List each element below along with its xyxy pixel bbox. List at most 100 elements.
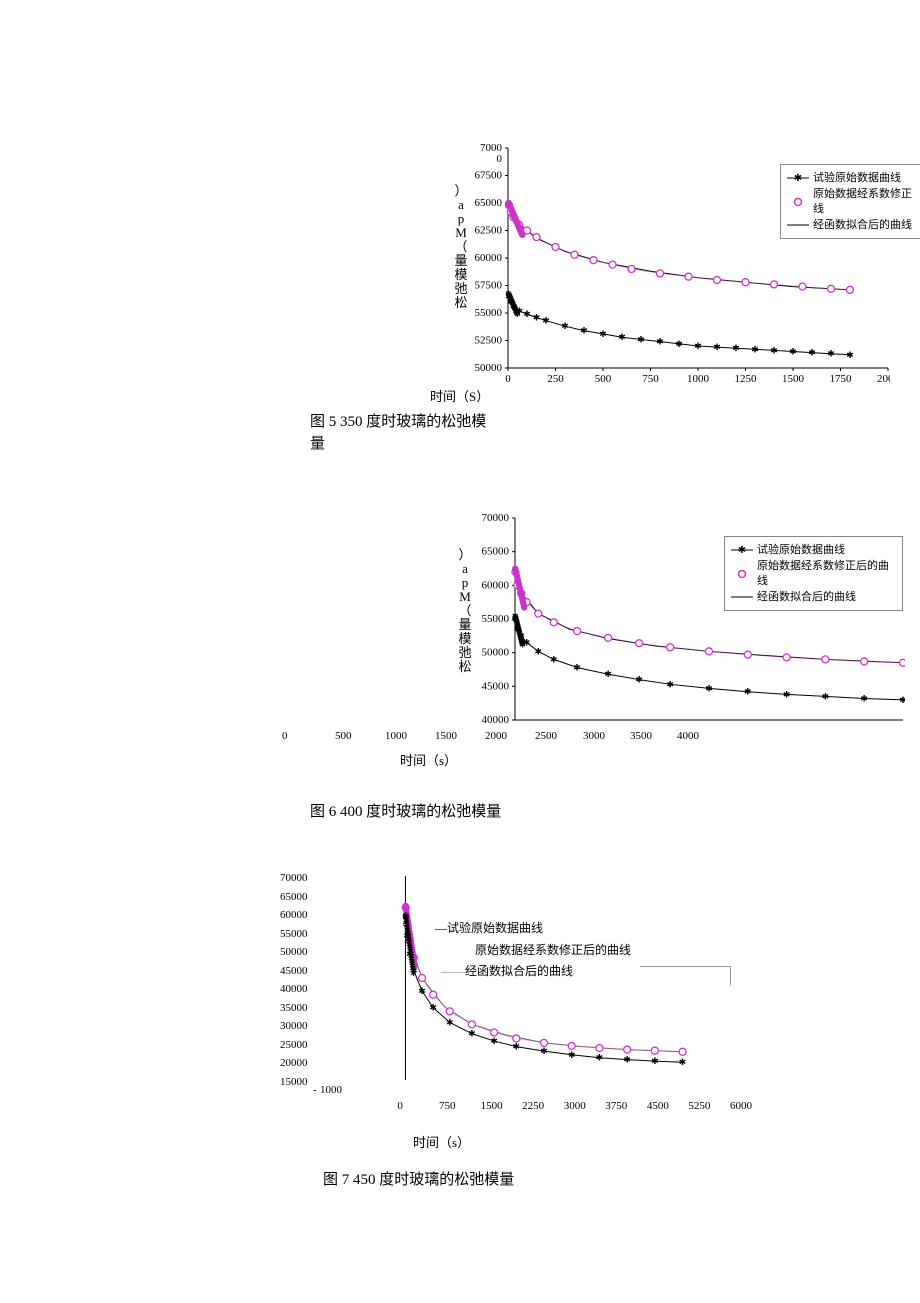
tick-label: 1000: [320, 1084, 342, 1096]
svg-text:✱: ✱: [846, 350, 854, 360]
chart1-caption-l1: 图 5 350 度时玻璃的松弛模: [310, 410, 486, 431]
legend-row: 经函数拟合后的曲线: [731, 590, 896, 604]
tick-label: 3750: [605, 1100, 627, 1112]
svg-text:✱: ✱: [751, 344, 759, 354]
svg-text:0: 0: [505, 373, 511, 385]
svg-text:✱: ✱: [651, 1056, 659, 1066]
tick-label: 750: [439, 1100, 456, 1112]
legend-row: 原始数据经系数修正线: [787, 187, 920, 216]
tick-label: 50000: [280, 946, 308, 958]
svg-text:✱: ✱: [666, 679, 674, 689]
svg-text:60000: 60000: [482, 579, 510, 591]
svg-text:✱: ✱: [679, 1057, 687, 1067]
tick-label: 3000: [564, 1100, 586, 1112]
chart-450deg: ✱✱✱✱✱✱✱✱✱✱✱✱✱✱✱✱✱✱✱✱✱✱✱✱✱✱✱✱✱✱✱✱✱✱✱✱✱✱✱✱…: [280, 870, 740, 1105]
svg-text:✱: ✱: [694, 341, 702, 351]
tick-label: 2250: [522, 1100, 544, 1112]
svg-text:✱: ✱: [732, 343, 740, 353]
tick-label: 6000: [730, 1100, 752, 1112]
svg-text:✱: ✱: [599, 329, 607, 339]
tick-label: 3500: [630, 730, 652, 742]
svg-text:2000: 2000: [877, 373, 890, 385]
tick-label: 15000: [280, 1076, 308, 1088]
chart1-caption-l2: 量: [310, 432, 325, 453]
tick-label: 35000: [280, 1002, 308, 1014]
asterisk-icon: ✱: [787, 173, 809, 183]
circle-icon: [731, 569, 753, 579]
svg-text:✱: ✱: [573, 662, 581, 672]
tick-label: 4000: [677, 730, 699, 742]
svg-text:1250: 1250: [735, 373, 758, 385]
svg-text:✱: ✱: [789, 347, 797, 357]
svg-text:250: 250: [547, 373, 564, 385]
legend-row: 原始数据经系数修正后的曲线: [731, 559, 896, 588]
svg-text:✱: ✱: [738, 545, 746, 555]
svg-text:✱: ✱: [468, 1029, 476, 1039]
legend-row: ✱ 试验原始数据曲线: [731, 543, 896, 557]
tick-label: 0: [282, 730, 288, 742]
svg-text:50000: 50000: [475, 362, 503, 374]
svg-text:✱: ✱: [568, 1050, 576, 1060]
chart3-legend: —试验原始数据曲线 原始数据经系数修正后的曲线 ——经函数拟合后的曲线: [435, 918, 631, 983]
svg-text:60000: 60000: [475, 252, 503, 264]
tick-label: 20000: [280, 1057, 308, 1069]
svg-text:✱: ✱: [794, 173, 802, 183]
tick-label: 5250: [688, 1100, 710, 1112]
tick-label: 60000: [280, 909, 308, 921]
svg-text:✱: ✱: [596, 1053, 604, 1063]
tick-label: 1500: [435, 730, 457, 742]
svg-text:67500: 67500: [475, 170, 503, 182]
svg-text:45000: 45000: [482, 680, 510, 692]
chart-450deg-svg: ✱✱✱✱✱✱✱✱✱✱✱✱✱✱✱✱✱✱✱✱✱✱✱✱✱✱✱✱✱✱✱✱✱✱✱✱✱✱✱✱…: [280, 870, 740, 1100]
chart1-legend: ✱ 试验原始数据曲线 原始数据经系数修正线 经函数拟合后的曲线: [780, 164, 920, 239]
svg-text:✱: ✱: [410, 969, 417, 978]
tick-label: 1000: [385, 730, 407, 742]
svg-text:1500: 1500: [782, 373, 805, 385]
svg-text:✱: ✱: [604, 669, 612, 679]
svg-text:✱: ✱: [542, 316, 550, 326]
tick-label: 30000: [280, 1020, 308, 1032]
svg-text:✱: ✱: [705, 683, 713, 693]
legend-label: 原始数据经系数修正后的曲线: [757, 559, 889, 588]
legend-row: ✱ 试验原始数据曲线: [787, 171, 920, 185]
svg-text:40000: 40000: [482, 714, 510, 726]
svg-text:55000: 55000: [475, 307, 503, 319]
svg-text:✱: ✱: [513, 1042, 521, 1052]
tick-label: -: [313, 1084, 317, 1096]
svg-text:0: 0: [497, 153, 503, 165]
svg-text:✱: ✱: [533, 312, 541, 322]
svg-text:✱: ✱: [418, 986, 426, 996]
svg-text:✱: ✱: [523, 309, 531, 319]
legend-label: 试验原始数据曲线: [757, 543, 845, 557]
svg-text:✱: ✱: [580, 326, 588, 336]
line-icon: [731, 592, 753, 602]
circle-icon: [787, 197, 809, 207]
svg-text:✱: ✱: [770, 345, 778, 355]
svg-text:✱: ✱: [446, 1018, 454, 1028]
svg-text:50000: 50000: [482, 647, 510, 659]
svg-text:500: 500: [595, 373, 612, 385]
line-icon: [787, 220, 809, 230]
svg-text:✱: ✱: [860, 693, 868, 703]
tick-label: 3000: [583, 730, 605, 742]
svg-text:✱: ✱: [635, 675, 643, 685]
svg-text:57500: 57500: [475, 280, 503, 292]
chart1-xlabel: 时间（S）: [430, 386, 489, 405]
legend-row: 经函数拟合后的曲线: [787, 218, 920, 232]
legend-label: 经函数拟合后的曲线: [813, 218, 912, 232]
svg-text:✱: ✱: [675, 339, 683, 349]
tick-label: 55000: [280, 928, 308, 940]
svg-text:✱: ✱: [561, 321, 569, 331]
legend-label: 原始数据经系数修正线: [813, 187, 912, 216]
svg-text:✱: ✱: [822, 691, 830, 701]
svg-text:✱: ✱: [827, 349, 835, 359]
svg-text:✱: ✱: [783, 689, 791, 699]
chart2-xlabel: 时间（s）: [400, 750, 457, 769]
legend-label: 经函数拟合后的曲线: [757, 590, 856, 604]
svg-text:✱: ✱: [535, 646, 543, 656]
asterisk-icon: ✱: [731, 545, 753, 555]
tick-label: 1500: [481, 1100, 503, 1112]
svg-text:✱: ✱: [429, 1003, 437, 1013]
svg-text:✱: ✱: [656, 337, 664, 347]
chart2-caption: 图 6 400 度时玻璃的松弛模量: [310, 800, 501, 821]
